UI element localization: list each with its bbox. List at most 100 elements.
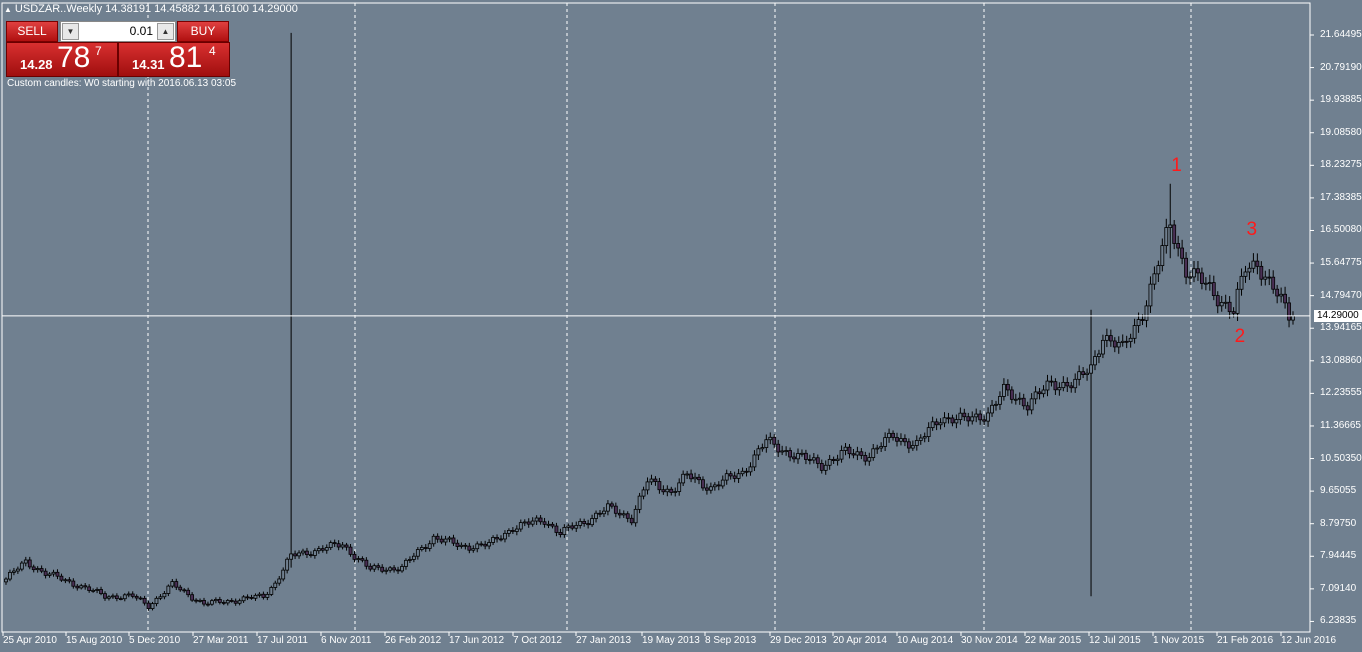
candle-body [1172,224,1177,244]
candle-body [1104,335,1109,341]
candle-body [1152,273,1157,285]
buy-price-prefix: 14.31 [132,57,165,72]
candle-body [1025,405,1030,411]
candle-body [740,470,745,475]
candle-body [1037,391,1042,395]
sell-button[interactable]: SELL [6,21,58,42]
y-tick-label: 17.38385 [1320,191,1362,203]
wave-label: 3 [1246,219,1258,241]
candle-body [293,553,297,557]
candle-body [507,530,511,534]
candle-body [1089,364,1093,374]
candle-body [1005,383,1010,391]
candle-body [1168,224,1173,228]
candle-body [1140,319,1145,321]
plot-frame [1,2,1311,633]
candle-body [130,593,135,597]
candle-body [483,543,488,547]
candle-body [598,512,602,515]
collapse-triangle-icon[interactable]: ▲ [4,5,12,14]
candle-body [883,437,888,447]
candle-body [807,459,812,461]
candle-body [534,517,539,522]
candle-body [1235,288,1240,314]
candle-body [1215,295,1220,307]
buy-price-box[interactable]: 14.31 81 4 [118,41,230,77]
candle-body [1049,380,1054,383]
candle-body [942,417,947,424]
candle-body [463,544,468,547]
candle-body [1108,335,1113,342]
sell-price-prefix: 14.28 [20,57,53,72]
candle-body [823,464,828,471]
buy-button[interactable]: BUY [177,21,229,42]
x-tick-label: 29 Dec 2013 [770,635,827,646]
candle-body [344,544,349,548]
candle-body [305,550,309,556]
candle-body [831,458,836,462]
candle-body [134,595,139,599]
candle-body [301,550,305,554]
lot-decrease-icon[interactable]: ▼ [62,23,79,40]
candle-body [851,453,856,456]
candle-body [776,443,781,453]
candle-body [1053,381,1058,391]
candle-body [875,447,880,450]
candle-body [891,432,895,438]
candle-body [376,565,381,568]
sell-price-box[interactable]: 14.28 78 7 [6,41,118,77]
candle-body [752,454,757,468]
candle-body [914,440,919,446]
candle-body [855,451,860,456]
candle-body [1263,276,1268,280]
candle-body [1021,397,1026,407]
candle-body [982,419,987,422]
candle-body [138,597,143,600]
x-tick-label: 27 Jan 2013 [576,635,632,646]
wave-label: 2 [1234,326,1246,348]
x-tick-label: 1 Nov 2015 [1153,635,1205,646]
candle-body [439,538,444,543]
x-tick-label: 21 Feb 2016 [1217,635,1274,646]
candle-body [210,600,214,605]
candle-body [320,548,325,551]
candle-body [269,587,274,595]
candle-body [978,413,983,421]
wave-label: 1 [1171,154,1182,176]
candle-body [1227,301,1232,313]
lot-increase-icon[interactable]: ▲ [157,23,174,40]
lot-value[interactable]: 0.01 [129,24,153,38]
candle-body [792,456,796,460]
candle-body [277,578,282,584]
x-tick-label: 6 Nov 2011 [321,635,372,646]
candle-body [645,481,650,491]
candle-body [1247,267,1252,273]
candle-body [1128,337,1133,342]
candle-body [1002,383,1006,397]
candle-body [1097,353,1101,357]
candle-body [364,559,369,567]
candle-body [122,594,127,600]
candle-body [720,479,725,487]
lot-size-input[interactable]: ▼ 0.01 ▲ [60,21,176,42]
candle-body [8,571,12,580]
candle-body [1184,257,1188,278]
candle-body [479,543,484,546]
candle-body [126,593,131,596]
candle-body [990,404,994,414]
candle-body [606,503,610,512]
candle-body [392,567,396,571]
candle-body [542,521,547,525]
candle-body [221,601,226,604]
candle-body [1101,339,1105,355]
candle-body [1061,381,1066,389]
candle-body [701,479,705,489]
candle-body [609,503,614,507]
y-tick-label: 7.94445 [1320,550,1357,562]
y-tick-label: 7.09140 [1320,582,1357,594]
candle-body [1033,391,1038,400]
candle-body [926,427,931,437]
candle-body [918,437,923,441]
